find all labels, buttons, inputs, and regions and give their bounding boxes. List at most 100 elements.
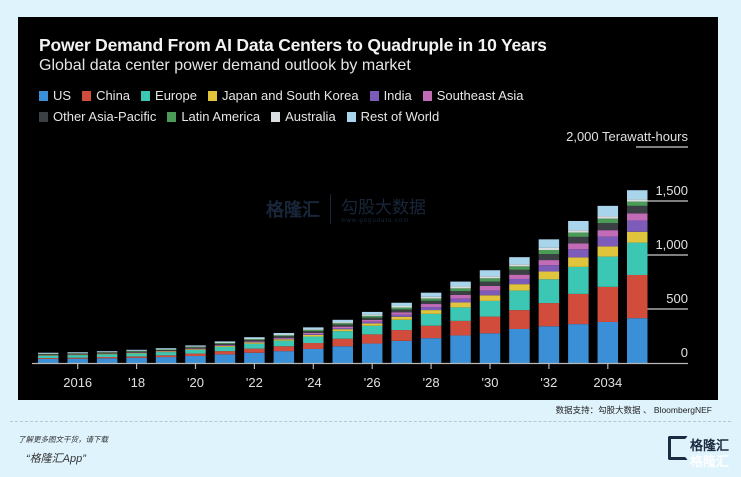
bar-segment [273,332,295,335]
bar-segment [391,309,412,313]
bar-segment [126,352,147,354]
bar-segment [568,249,589,258]
bar-segment [391,305,412,308]
bar-segment [126,357,147,363]
bar-segment [450,335,471,363]
bar-segment [568,232,589,237]
bar-segment [568,236,589,244]
bar-segment [391,340,412,363]
legend-swatch [82,90,92,101]
bar-segment [214,343,236,344]
bar-segment [597,205,619,217]
bar-segment [126,349,147,351]
bar-segment [509,290,530,311]
legend-swatch [369,90,379,101]
legend-label: Japan and South Korea [221,88,359,103]
bar-segment [155,355,177,358]
bar-segment [479,285,501,291]
bar-segment [332,323,353,325]
legend-label: Australia [285,109,336,124]
bar-segment [303,330,324,332]
bar-segment [597,216,619,219]
bar-segment [627,231,648,243]
bar-segment [568,230,589,233]
bar-segment [332,319,353,323]
bar-segment [244,338,265,340]
bar-segment [509,264,530,267]
bar-segment [420,300,442,305]
bar-segment [332,329,353,332]
bar-segment [509,269,530,275]
bar-segment [214,344,236,346]
bar-segment [155,348,177,350]
bar-segment [420,304,442,308]
legend-swatch [271,111,281,122]
bar-segment [303,331,324,333]
bar-segment [479,290,501,296]
bar-segment [538,279,560,304]
bar-segment [509,328,530,363]
bar-segment [273,351,295,363]
promo-app-name[interactable]: “格隆汇App” [26,453,86,465]
bar-segment [361,314,383,316]
legend-swatch [141,90,151,101]
bar-segment [185,347,206,349]
brand-logo[interactable]: 格隆汇 格隆汇 [668,434,730,470]
legend-swatch [39,111,48,122]
bar-segment [420,296,442,299]
bar-segment [361,343,383,363]
bar-segment [450,291,471,295]
bar-segment [479,276,501,279]
bar-segment [303,332,324,335]
bar-segment [568,293,589,325]
legend-item: Other Asia-Pacific [39,109,156,124]
bar-segment [332,331,353,339]
watermark-brand: 格隆汇 [266,199,320,220]
bar-segment [479,270,501,277]
bar-segment [627,213,648,221]
bar-segment [361,311,383,315]
bar-segment [332,338,353,347]
brand-g-icon [668,436,688,460]
chart-subtitle: Global data center power demand outlook … [39,57,411,74]
bar-segment [420,307,442,311]
bar-segment [420,298,442,301]
y-tick-label: 1,500 [655,183,688,198]
bar-segment [273,339,295,341]
bar-segment [244,352,265,363]
y-tick-label: 0 [681,345,688,360]
bar-segment [214,341,236,343]
bar-segment [538,247,560,251]
bar-segment [420,313,442,326]
bar-segment [597,256,619,287]
bar-segment [509,284,530,291]
bar-segment [332,322,353,324]
bar-segment [332,326,353,329]
watermark: 格隆汇 勾股大数据 www.gogudata.com [266,193,426,224]
legend-item: India [369,88,412,103]
legend-item: China [82,88,130,103]
bar-segment [597,218,619,224]
bar-segment [509,266,530,270]
bar-segment [450,307,471,321]
bar-segment [214,351,236,355]
bar-segment [361,325,383,335]
bar-segment [303,327,324,330]
bar-segment [273,340,295,347]
bar-segment [479,316,501,334]
bar-segment [244,339,265,340]
bar-segment [303,334,324,335]
bar-segment [67,353,88,355]
bar-segment [420,292,442,297]
bar-segment [361,334,383,344]
bar-segment [361,319,383,322]
legend-label: India [383,88,412,103]
bar-segment [273,338,295,340]
bar-segment [391,316,412,320]
bar-segment [126,356,147,358]
bar-segment [391,319,412,331]
bar-segment [391,314,412,317]
y-tick-label: 500 [666,291,688,306]
x-tick-label: 2016 [63,375,92,390]
bar-segment [155,352,177,356]
